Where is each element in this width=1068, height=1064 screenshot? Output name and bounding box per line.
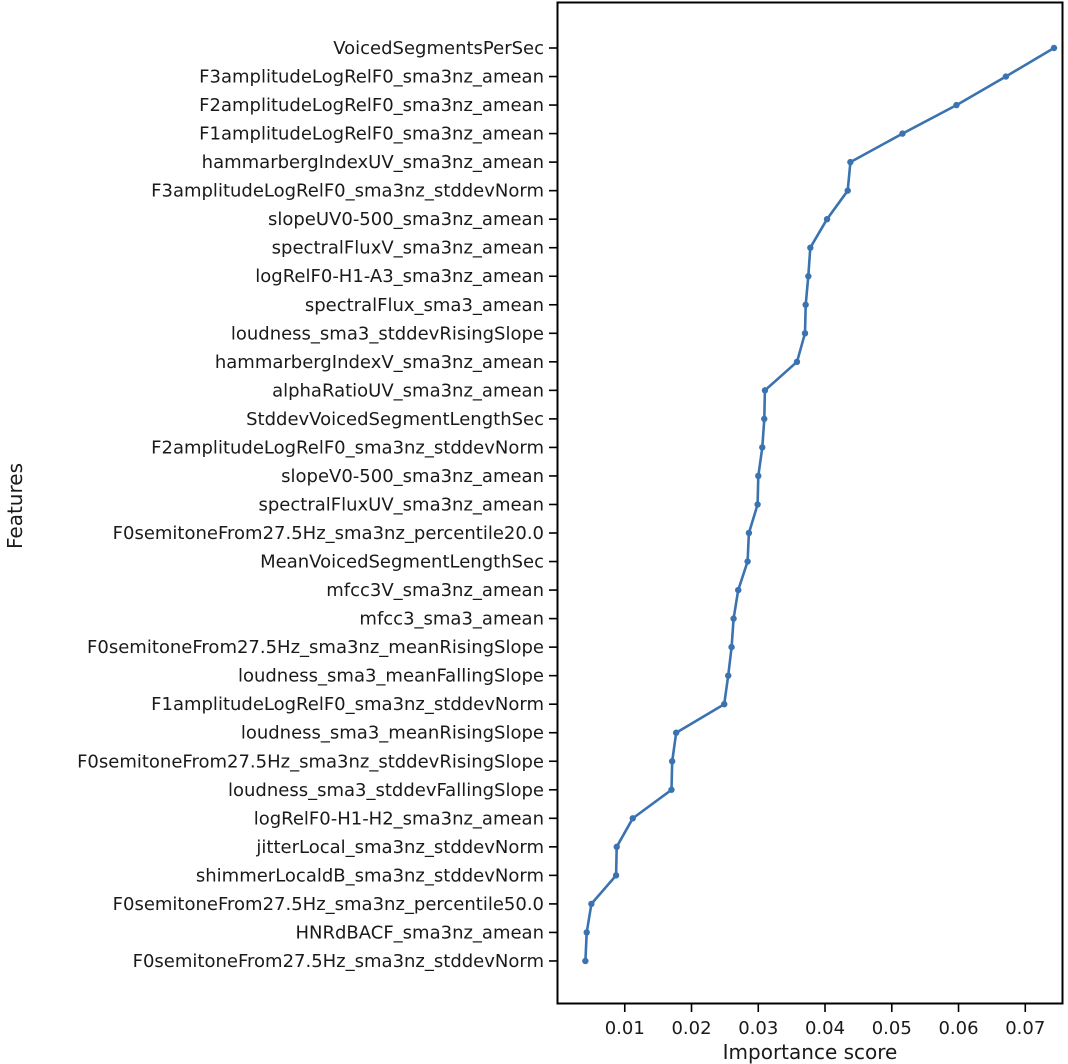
y-tick-label: mfcc3_sma3_amean bbox=[359, 609, 544, 630]
data-point bbox=[672, 729, 680, 736]
y-tick-label: loudness_sma3_meanFallingSlope bbox=[238, 666, 544, 687]
x-tick-label: 0.07 bbox=[1005, 1018, 1045, 1039]
data-point bbox=[754, 501, 761, 508]
y-tick-label: F0semitoneFrom27.5Hz_sma3nz_percentile20… bbox=[113, 523, 544, 544]
x-tick-label: 0.03 bbox=[738, 1018, 778, 1039]
y-tick-label: hammarbergIndexUV_sma3nz_amean bbox=[202, 152, 544, 173]
y-tick-label: F0semitoneFrom27.5Hz_sma3nz_percentile50… bbox=[113, 894, 544, 915]
y-tick-label: F1amplitudeLogRelF0_sma3nz_stddevNorm bbox=[151, 694, 544, 715]
x-tick-label: 0.02 bbox=[671, 1018, 711, 1039]
data-point bbox=[793, 358, 801, 366]
data-point bbox=[730, 615, 737, 622]
data-points bbox=[582, 44, 1058, 965]
y-tick-label: loudness_sma3_stddevFallingSlope bbox=[228, 780, 544, 801]
data-point bbox=[735, 586, 742, 594]
y-tick-label: StddevVoicedSegmentLengthSec bbox=[246, 409, 544, 430]
data-point bbox=[802, 301, 809, 308]
data-point bbox=[759, 444, 766, 451]
data-point bbox=[899, 130, 906, 137]
data-point bbox=[582, 957, 589, 965]
data-point bbox=[613, 843, 620, 851]
data-point bbox=[823, 215, 831, 223]
data-point bbox=[588, 900, 595, 908]
data-point bbox=[807, 244, 814, 251]
data-point bbox=[761, 415, 768, 423]
data-point bbox=[612, 872, 620, 879]
y-tick-label: slopeV0-500_sma3nz_amean bbox=[281, 466, 544, 487]
data-point bbox=[801, 330, 809, 337]
data-point bbox=[721, 700, 728, 708]
y-tick-label: loudness_sma3_stddevRisingSlope bbox=[231, 323, 544, 344]
plot-frame bbox=[556, 1, 1064, 1005]
y-tick-label: jitterLocal_sma3nz_stddevNorm bbox=[255, 837, 544, 858]
y-tick-label: F0semitoneFrom27.5Hz_sma3nz_stddevNorm bbox=[133, 951, 544, 972]
data-point bbox=[668, 786, 675, 793]
x-axis-title: Importance score bbox=[723, 1040, 898, 1064]
y-tick-label: F0semitoneFrom27.5Hz_sma3nz_meanRisingSl… bbox=[87, 637, 544, 658]
y-tick-label: F2amplitudeLogRelF0_sma3nz_stddevNorm bbox=[151, 437, 544, 458]
y-tick-label: F2amplitudeLogRelF0_sma3nz_amean bbox=[199, 95, 544, 116]
y-tick-label: shimmerLocaldB_sma3nz_stddevNorm bbox=[196, 865, 544, 886]
data-point bbox=[761, 387, 769, 394]
data-point bbox=[1050, 44, 1058, 52]
x-tick-label: 0.05 bbox=[872, 1018, 912, 1039]
x-tick-label: 0.06 bbox=[938, 1018, 978, 1039]
data-point bbox=[583, 929, 590, 936]
data-point bbox=[725, 672, 732, 679]
y-tick-label: hammarbergIndexV_sma3nz_amean bbox=[215, 352, 544, 373]
y-tick-label: loudness_sma3_meanRisingSlope bbox=[241, 723, 544, 744]
y-tick-label: logRelF0-H1-A3_sma3nz_amean bbox=[255, 266, 544, 287]
data-point bbox=[668, 758, 676, 765]
data-point bbox=[847, 158, 854, 166]
x-axis: 0.01 0.02 0.03 0.04 0.05 0.06 0.07 bbox=[605, 1003, 1045, 1039]
y-tick-label: spectralFlux_sma3_amean bbox=[305, 295, 544, 316]
y-tick-label: VoicedSegmentsPerSec bbox=[333, 38, 544, 59]
y-tick-label: F0semitoneFrom27.5Hz_sma3nz_stddevRising… bbox=[77, 751, 544, 772]
y-axis-title: Features bbox=[3, 463, 27, 549]
y-tick-label: F1amplitudeLogRelF0_sma3nz_amean bbox=[199, 124, 544, 145]
y-tick-label: alphaRatioUV_sma3nz_amean bbox=[272, 380, 544, 401]
data-point bbox=[745, 529, 753, 537]
y-tick-labels: VoicedSegmentsPerSec F3amplitudeLogRelF0_… bbox=[77, 38, 558, 972]
data-point bbox=[629, 815, 636, 822]
y-tick-label: MeanVoicedSegmentLengthSec bbox=[260, 552, 544, 573]
data-point bbox=[844, 187, 851, 194]
data-point bbox=[755, 472, 762, 480]
x-tick-label: 0.04 bbox=[805, 1018, 845, 1039]
data-point bbox=[805, 273, 812, 280]
y-tick-label: HNRdBACF_sma3nz_amean bbox=[295, 922, 544, 943]
y-tick-label: F3amplitudeLogRelF0_sma3nz_stddevNorm bbox=[151, 181, 544, 202]
data-point bbox=[953, 101, 960, 109]
importance-line bbox=[584, 46, 1055, 962]
y-tick-label: spectralFluxV_sma3nz_amean bbox=[272, 238, 544, 259]
data-point bbox=[744, 558, 751, 565]
y-tick-label: F3amplitudeLogRelF0_sma3nz_amean bbox=[199, 67, 544, 88]
data-point bbox=[1002, 73, 1010, 80]
data-point bbox=[728, 643, 735, 651]
y-tick-label: logRelF0-H1-H2_sma3nz_amean bbox=[254, 808, 544, 829]
y-tick-label: spectralFluxUV_sma3nz_amean bbox=[259, 494, 545, 515]
y-tick-label: mfcc3V_sma3nz_amean bbox=[326, 580, 544, 601]
x-tick-label: 0.01 bbox=[605, 1018, 645, 1039]
y-tick-label: slopeUV0-500_sma3nz_amean bbox=[268, 209, 544, 230]
